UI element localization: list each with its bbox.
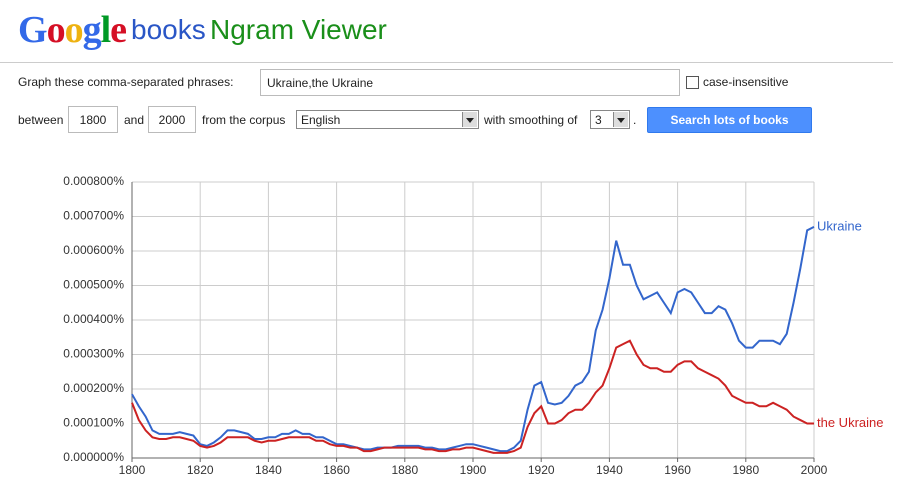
x-tick-label: 1860 <box>323 463 350 477</box>
x-tick-label: 2000 <box>801 463 828 477</box>
x-tick-label: 1800 <box>119 463 146 477</box>
y-tick-label: 0.000500% <box>63 278 124 292</box>
corpus-label: from the corpus <box>202 113 286 127</box>
start-year: 1800 <box>79 112 107 127</box>
phrases-value: Ukraine,the Ukraine <box>267 75 374 90</box>
y-tick-label: 0.000100% <box>63 416 124 430</box>
start-year-input[interactable]: 1800 <box>68 106 118 133</box>
and-label: and <box>124 113 145 127</box>
x-tick-label: 1980 <box>732 463 759 477</box>
series-label: Ukraine <box>817 218 862 233</box>
separator <box>0 62 893 63</box>
y-tick-label: 0.000300% <box>63 347 124 361</box>
x-tick-label: 1840 <box>255 463 282 477</box>
y-tick-label: 0.000400% <box>63 312 124 326</box>
app-name: Ngram Viewer <box>210 14 387 45</box>
series-line <box>131 339 814 454</box>
google-logo: Google <box>18 9 127 51</box>
x-tick-label: 1900 <box>460 463 487 477</box>
x-tick-label: 1820 <box>187 463 214 477</box>
y-tick-label: 0.000700% <box>63 209 124 223</box>
corpus-select[interactable]: English <box>296 110 479 129</box>
case-label: case-insensitive <box>703 75 789 89</box>
x-tick-label: 1960 <box>664 463 691 477</box>
phrases-label: Graph these comma-separated phrases: <box>18 75 234 89</box>
end-year-input[interactable]: 2000 <box>148 106 196 133</box>
x-tick-label: 1940 <box>596 463 623 477</box>
period: . <box>633 113 637 127</box>
y-tick-label: 0.000200% <box>63 381 124 395</box>
y-tick-label: 0.000800% <box>63 174 124 188</box>
case-checkbox[interactable] <box>686 76 699 89</box>
x-tick-label: 1920 <box>528 463 555 477</box>
phrases-input[interactable]: Ukraine,the Ukraine <box>260 69 680 96</box>
y-tick-label: 0.000000% <box>63 450 124 464</box>
search-button[interactable]: Search lots of books <box>647 107 812 133</box>
smoothing-value: 3 <box>595 112 602 127</box>
smoothing-select[interactable]: 3 <box>590 110 630 129</box>
end-year: 2000 <box>158 112 186 127</box>
between-label: between <box>18 113 64 127</box>
series-label: the Ukraine <box>817 415 883 430</box>
series-line <box>131 225 815 453</box>
x-tick-label: 1880 <box>391 463 418 477</box>
smoothing-label: with smoothing of <box>484 113 578 127</box>
product-name: books <box>131 14 206 45</box>
corpus-value: English <box>301 112 341 127</box>
y-tick-label: 0.000600% <box>63 243 124 257</box>
